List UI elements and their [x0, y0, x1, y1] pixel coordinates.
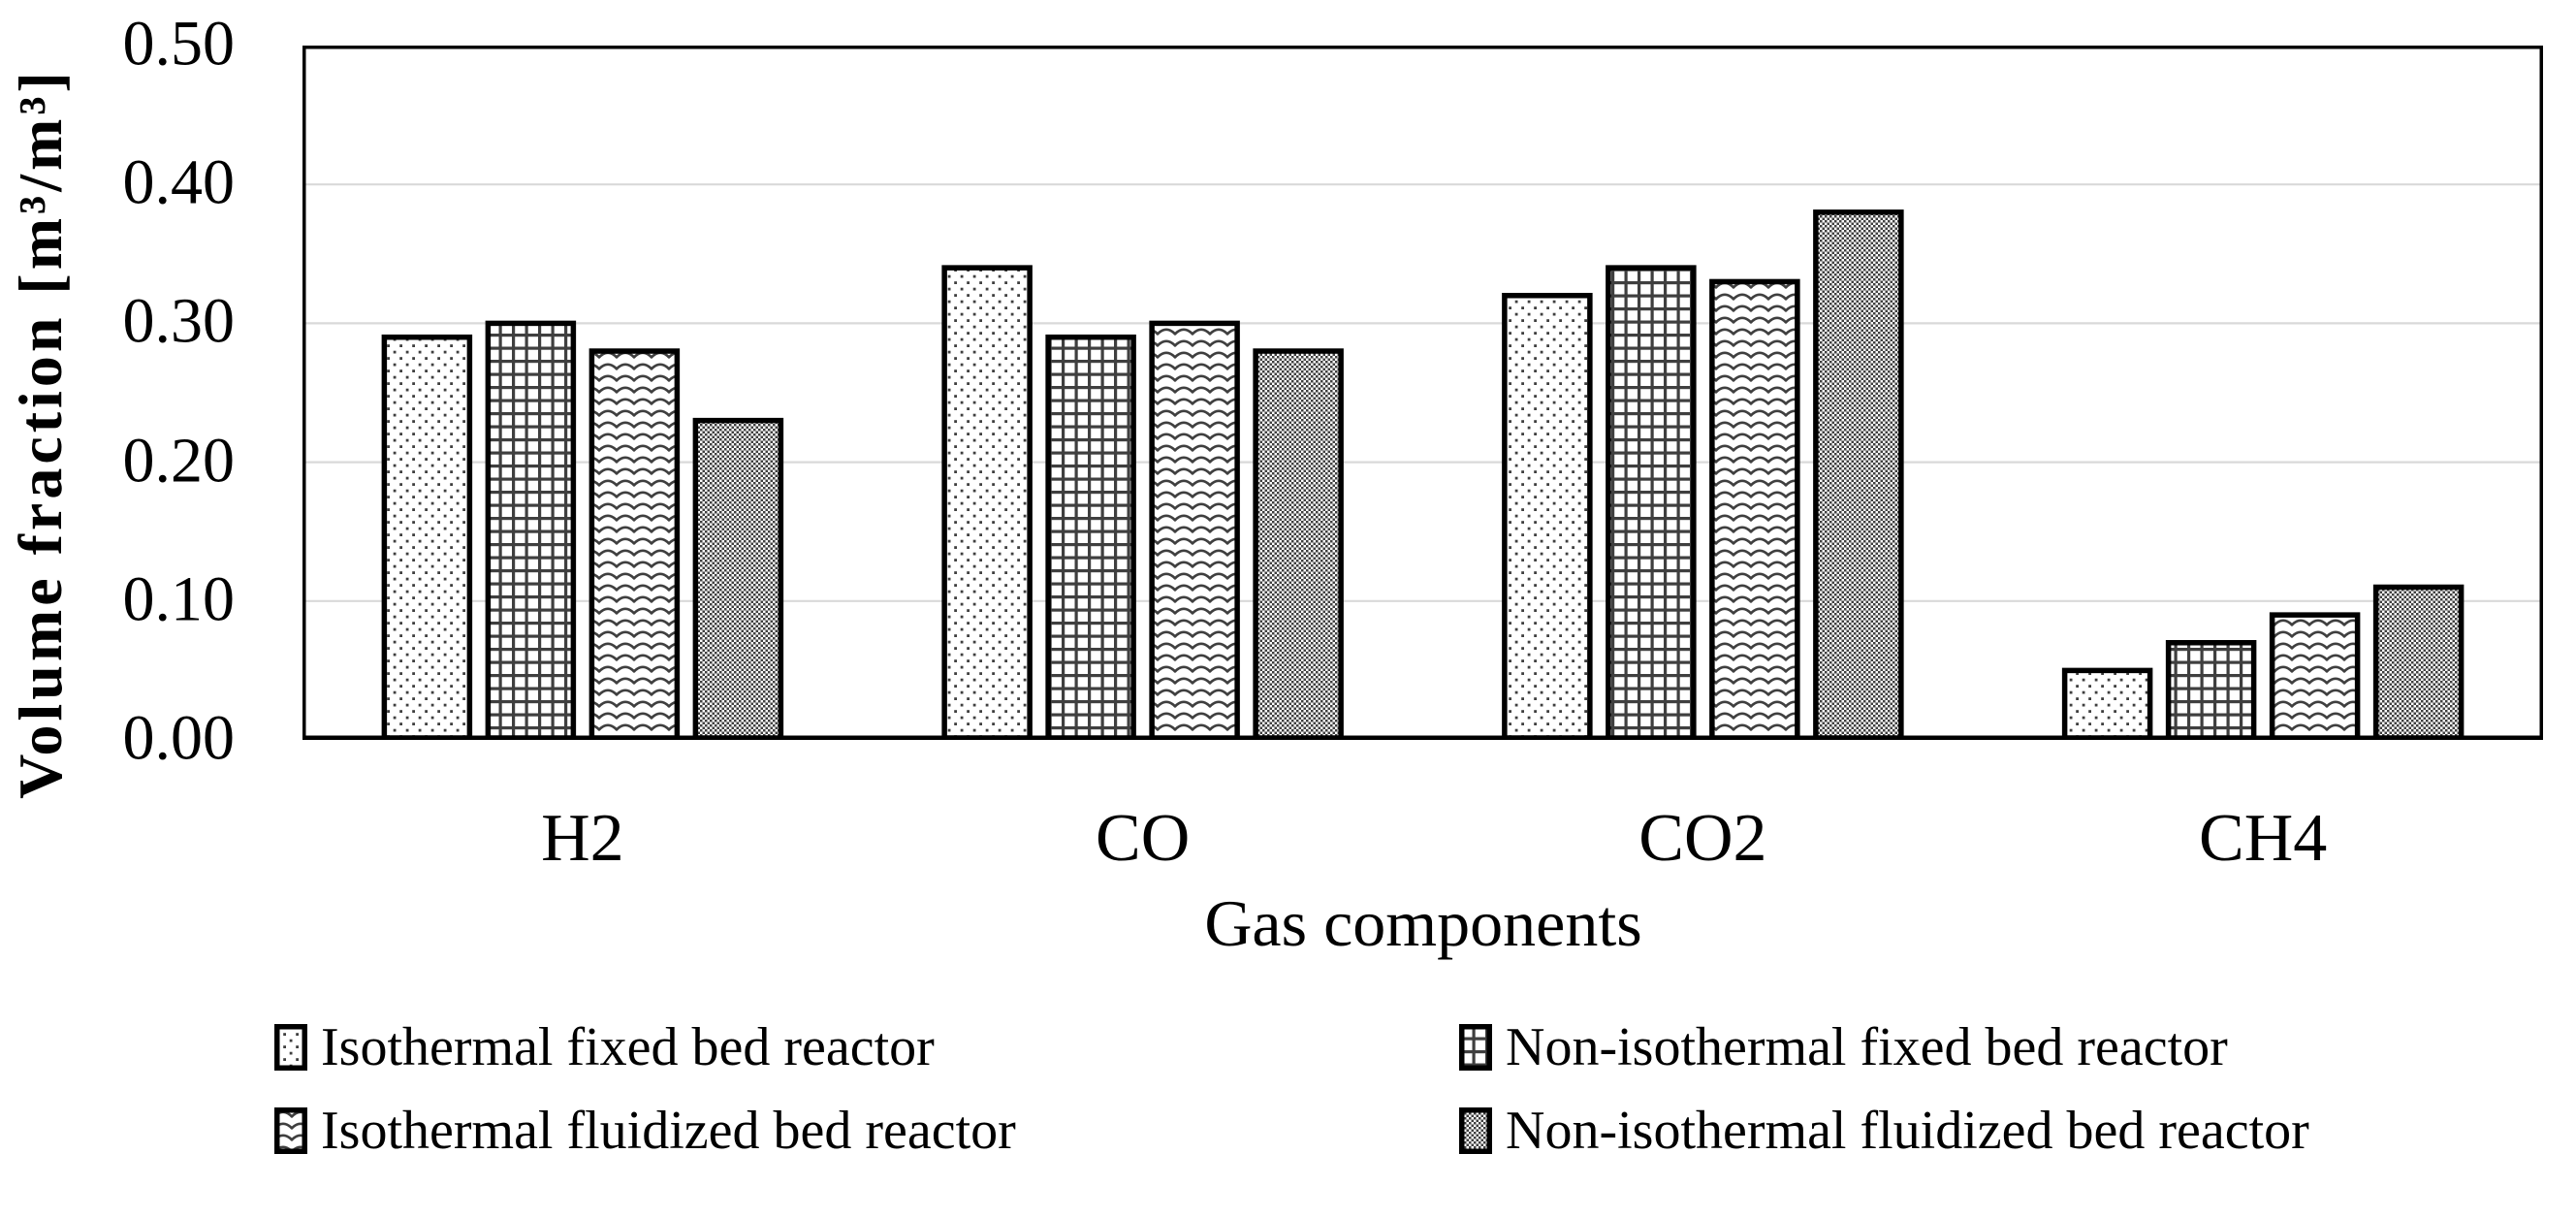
y-tick-label: 0.20: [122, 425, 236, 497]
legend-label: Isothermal fixed bed reactor: [321, 1017, 935, 1077]
x-tick-label-CH4: CH4: [2199, 801, 2328, 876]
legend-swatch-checker-icon: [1459, 1107, 1492, 1154]
legend-swatch-dots-icon: [274, 1024, 307, 1071]
x-tick-label-H2: H2: [541, 801, 624, 876]
bar-H2-series3: [588, 348, 681, 740]
bar-H2-series1: [381, 334, 473, 740]
bar-CH4-series3: [2269, 612, 2361, 740]
y-tick-label: 0.10: [122, 563, 236, 635]
x-tick-label-CO2: CO2: [1638, 801, 1767, 876]
bar-CO-series1: [941, 265, 1033, 740]
legend-item-series2: Non-isothermal fixed bed reactor: [1459, 1020, 2309, 1074]
bar-CO2-series1: [1502, 293, 1593, 740]
bar-CO2-series3: [1709, 278, 1800, 740]
bar-groups: [381, 209, 2465, 740]
bar-CO2-series2: [1606, 265, 1697, 740]
bar-CO-series4: [1253, 348, 1344, 740]
y-tick-label: 0.30: [122, 286, 236, 358]
bar-H2-series2: [485, 320, 577, 740]
x-axis-title: Gas components: [1204, 886, 1642, 960]
x-tick-label-CO: CO: [1096, 801, 1191, 876]
bar-CH4-series1: [2061, 667, 2153, 740]
legend-label: Non-isothermal fluidized bed reactor: [1506, 1101, 2309, 1161]
plot-area: [302, 46, 2543, 740]
y-tick-label: 0.00: [122, 702, 236, 774]
bar-CH4-series2: [2165, 640, 2257, 740]
legend-label: Isothermal fluidized bed reactor: [321, 1101, 1016, 1161]
legend-item-series3: Isothermal fluidized bed reactor: [274, 1104, 1459, 1158]
legend: Isothermal fixed bed reactor Non-isotherm…: [274, 1020, 2309, 1158]
bar-CO-series2: [1045, 334, 1136, 740]
y-axis-tick-labels: 0.00 0.10 0.20 0.30 0.40 0.50: [0, 0, 236, 1218]
bar-H2-series4: [692, 417, 784, 740]
legend-label: Non-isothermal fixed bed reactor: [1506, 1017, 2228, 1077]
legend-swatch-waves-icon: [274, 1107, 307, 1154]
legend-item-series1: Isothermal fixed bed reactor: [274, 1020, 1459, 1074]
y-tick-label: 0.50: [122, 8, 236, 80]
bar-CO-series3: [1149, 320, 1240, 740]
legend-item-series4: Non-isothermal fluidized bed reactor: [1459, 1104, 2309, 1158]
legend-swatch-grid-icon: [1459, 1024, 1492, 1071]
bar-CO2-series4: [1813, 209, 1904, 740]
bar-CH4-series4: [2372, 584, 2465, 740]
y-tick-label: 0.40: [122, 146, 236, 218]
